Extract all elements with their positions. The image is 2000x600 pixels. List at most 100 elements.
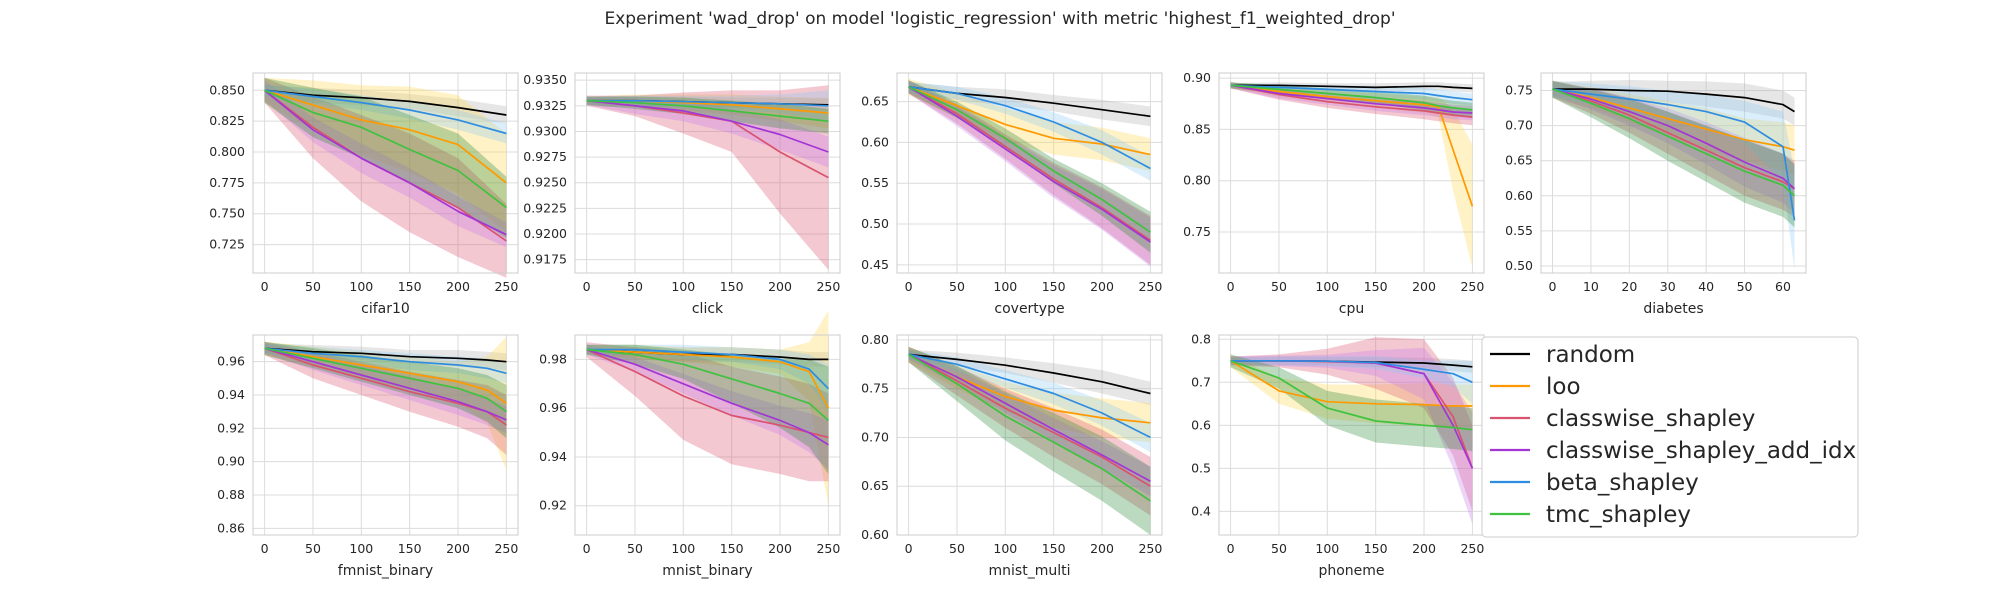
x-tick-label: 0 [261,279,269,294]
y-tick-label: 0.65 [861,94,889,109]
series-line-beta_shapley [264,347,507,375]
x-tick-label: 200 [768,541,792,556]
series-line-classwise_shapley [1552,88,1795,190]
band-loo [264,336,507,470]
band-random [264,85,507,124]
x-tick-label: 100 [349,279,373,294]
y-tick-label: 0.55 [1505,223,1533,238]
band-classwise_shapley [1230,337,1473,512]
x-tick-label: 200 [1412,541,1436,556]
subplot-phoneme: 0 50 100 150 200 250 0.4 0.5 0.6 0.7 0.8 phoneme [1191,331,1485,579]
plot-area [575,73,840,273]
series-line-random [1552,88,1795,113]
legend-item-classwise_shapley: classwise_shapley [1490,406,1755,432]
subplot-covertype: 0 50 100 150 200 250 0.45 0.50 0.55 0.60 0.65 cover… [861,72,1163,317]
legend-label: loo [1546,374,1581,400]
band-loo [1230,354,1473,428]
y-tick-label: 0.85 [1183,121,1211,136]
x-tick-label: 50 [949,541,965,556]
x-tick-label: 0 [261,541,269,556]
subplot-cpu: 0 50 100 150 200 250 0.75 0.80 0.85 0.90 cpu [1183,70,1485,317]
x-tick-label: 50 [627,279,643,294]
x-tick-label: 200 [446,279,470,294]
x-tick-label: 50 [1271,279,1287,294]
series-line-classwise_shapley_add_idx [264,347,507,421]
series-line-random [1230,84,1473,90]
x-tick-label: 60 [1775,279,1791,294]
series-line-tmc_shapley [1552,88,1796,197]
series-line-classwise_shapley [1230,84,1473,118]
x-tick-label: 250 [816,279,840,294]
y-tick-label: 0.9225 [523,200,567,215]
x-tick-label: 40 [1698,279,1714,294]
series-line-loo [264,347,507,404]
x-tick-label: 100 [1315,541,1339,556]
series-line-loo [1230,84,1474,207]
series-line-tmc_shapley [264,347,507,413]
band-beta_shapley [1552,80,1795,270]
y-tick-label: 0.7 [1191,374,1211,389]
x-tick-label: 150 [1364,541,1388,556]
y-tick-label: 0.92 [539,498,567,513]
series-line-beta_shapley [264,89,507,135]
y-tick-label: 0.98 [539,351,567,366]
y-tick-label: 0.6 [1191,417,1211,432]
y-tick-label: 0.9200 [523,226,567,241]
y-tick-label: 0.750 [209,206,245,221]
x-axis-label: mnist_multi [989,563,1071,579]
y-tick-label: 0.775 [209,175,245,190]
series-line-classwise_shapley_add_idx [1552,88,1796,190]
band-beta_shapley [586,344,829,413]
x-axis-label: cifar10 [361,301,410,317]
band-beta_shapley [908,349,1151,453]
legend-item-random: random [1490,342,1635,368]
x-tick-label: 200 [446,541,470,556]
y-tick-label: 0.86 [217,520,245,535]
y-tick-label: 0.75 [1505,83,1533,98]
y-tick-label: 0.9250 [523,175,567,190]
band-classwise_shapley [1552,80,1795,217]
band-classwise_shapley_add_idx [264,80,507,248]
series-line-tmc_shapley [586,99,829,123]
x-axis-label: cpu [1339,301,1364,317]
series-line-beta_shapley [586,348,830,390]
subplot-click: 0 50 100 150 200 250 0.9175 0.9200 0.9225 0.9250 0… [523,72,841,317]
band-tmc_shapley [586,96,829,134]
y-tick-label: 0.65 [1505,153,1533,168]
y-tick-label: 0.60 [861,527,889,542]
series-line-tmc_shapley [586,348,829,422]
band-loo [908,78,1151,171]
y-tick-label: 0.70 [861,429,889,444]
series-line-loo [908,86,1151,156]
y-tick-label: 0.45 [861,257,889,272]
band-tmc_shapley [586,344,829,474]
series-line-beta_shapley [908,353,1151,439]
y-tick-label: 0.94 [539,449,567,464]
legend-label: beta_shapley [1546,470,1699,496]
x-tick-label: 250 [1460,541,1484,556]
legend-item-beta_shapley: beta_shapley [1490,470,1699,496]
plot-frame [252,334,519,536]
legend-item-classwise_shapley_add_idx: classwise_shapley_add_idx [1490,438,1856,464]
y-tick-label: 0.96 [217,354,245,369]
band-random [908,82,1151,127]
subplots-grid: 0 50 100 150 200 2500.7250.7500.7750.8000.825… [209,70,1807,579]
band-tmc_shapley [908,346,1151,535]
band-classwise_shapley_add_idx [1230,347,1473,525]
series-line-classwise_shapley_add_idx [264,89,507,236]
x-tick-label: 100 [671,279,695,294]
x-axis-label: click [692,301,724,317]
x-tick-label: 150 [398,541,422,556]
band-loo [908,346,1151,443]
x-axis-label: covertype [994,301,1064,317]
plot-frame [252,72,519,274]
series-line-beta_shapley [1552,88,1796,221]
y-tick-label: 0.60 [861,134,889,149]
x-tick-label: 100 [349,541,373,556]
plot-frame [1218,72,1485,274]
series-line-classwise_shapley [908,353,1151,487]
legend-frame [1481,336,1859,538]
x-tick-label: 0 [905,279,913,294]
band-beta_shapley [264,84,507,144]
x-tick-label: 200 [1090,279,1114,294]
